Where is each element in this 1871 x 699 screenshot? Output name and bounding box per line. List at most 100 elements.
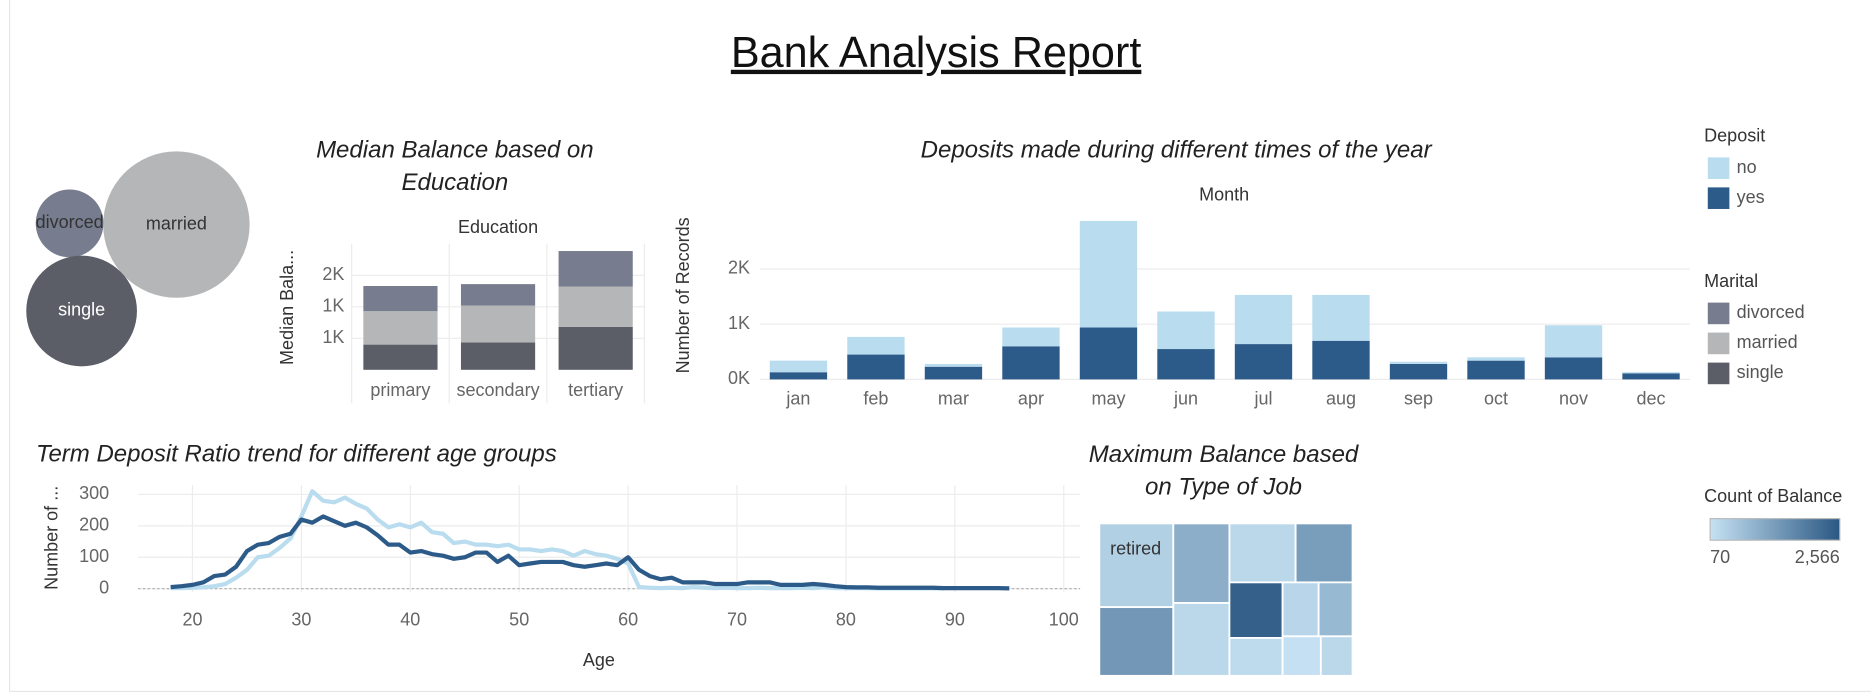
bar-segment: [1157, 349, 1215, 380]
treemap-cell: [1281, 635, 1322, 677]
bar-segment: [1312, 294, 1370, 341]
column-header: Education: [458, 217, 538, 237]
legend-swatch: [1707, 157, 1730, 179]
bar-segment: [1467, 357, 1525, 361]
bar-segment: [847, 354, 905, 380]
x-tick-label: 90: [945, 609, 965, 629]
bar-segment: [460, 284, 536, 306]
treemap-cell: [1281, 581, 1320, 638]
color-scale-label: 70: [1710, 547, 1730, 567]
bar-segment: [1389, 361, 1448, 364]
bar-segment: [1002, 327, 1060, 347]
bar-segment: [1079, 327, 1138, 380]
bar-segment: [1234, 344, 1293, 380]
legend-title: Deposit: [1704, 126, 1765, 146]
x-tick-label: 30: [291, 609, 311, 629]
bar-segment: [1234, 294, 1293, 345]
y-tick-label: 2K: [728, 258, 750, 278]
x-tick-label: 80: [836, 609, 856, 629]
x-tick-label: aug: [1326, 389, 1356, 409]
x-tick-label: nov: [1559, 389, 1588, 409]
x-tick-label: 20: [182, 609, 202, 629]
bar-segment: [558, 286, 633, 327]
y-tick-label: 1K: [728, 313, 750, 333]
treemap-cell: [1317, 581, 1354, 638]
y-tick-label: 1K: [322, 327, 344, 347]
color-scale: [1709, 518, 1841, 541]
x-tick-label: 40: [400, 609, 420, 629]
x-tick-label: apr: [1018, 389, 1044, 409]
bar-segment: [1312, 340, 1370, 380]
treemap-cell: [1098, 606, 1175, 677]
x-tick-label: secondary: [457, 380, 540, 400]
bar-segment: [847, 336, 905, 355]
bar-segment: [460, 342, 536, 370]
y-tick-label: 100: [79, 546, 109, 566]
bubble-label: single: [58, 300, 105, 320]
bar-segment: [1467, 360, 1525, 380]
cell-label: retired: [1110, 539, 1161, 559]
bubble-label: divorced: [36, 212, 104, 232]
treemap-cell: [1319, 635, 1354, 677]
bubble: [26, 255, 137, 367]
series-line: [170, 514, 1010, 591]
x-axis-label: Age: [583, 650, 615, 670]
dashboard-title: Bank Analysis Report: [731, 29, 1142, 77]
x-tick-label: 100: [1049, 609, 1079, 629]
treemap-cell: [1228, 581, 1284, 639]
treemap-cell: [1294, 522, 1354, 584]
y-axis-label: Number of Records: [673, 217, 693, 373]
bar-segment: [1157, 311, 1215, 350]
bar-segment: [1389, 363, 1448, 380]
chart-title: Median Balance based on Education: [316, 136, 594, 196]
bar-segment: [769, 372, 828, 380]
x-tick-label: oct: [1484, 389, 1508, 409]
bar-segment: [924, 363, 983, 367]
bar-segment: [460, 305, 536, 343]
y-tick-label: 300: [79, 483, 109, 503]
chart-title: Term Deposit Ratio trend for different a…: [36, 440, 557, 467]
color-scale-label: 2,566: [1795, 547, 1840, 567]
chart-title-box: Median Balance based on Education: [316, 136, 594, 196]
y-tick-label: 0K: [728, 368, 750, 388]
treemap-cell: [1228, 522, 1297, 584]
y-tick-label: 2K: [322, 264, 344, 284]
x-tick-label: jun: [1173, 389, 1198, 409]
x-tick-label: 50: [509, 609, 529, 629]
x-tick-label: sep: [1404, 389, 1433, 409]
legend-swatch: [1707, 187, 1730, 209]
x-tick-label: dec: [1637, 389, 1666, 409]
bubble-label: married: [146, 213, 207, 233]
bar-segment: [924, 366, 983, 380]
y-tick-label: 0: [99, 577, 109, 597]
x-tick-label: tertiary: [568, 380, 623, 400]
y-tick-label: 1K: [322, 296, 344, 316]
x-tick-label: mar: [938, 389, 969, 409]
legend-swatch: [1707, 302, 1730, 325]
x-tick-label: primary: [370, 380, 430, 400]
legend-label: married: [1737, 332, 1798, 352]
bar-segment: [1622, 373, 1680, 380]
bar-segment: [363, 286, 438, 312]
x-tick-label: feb: [863, 389, 888, 409]
column-header: Month: [1199, 185, 1249, 205]
bar-segment: [1544, 357, 1603, 380]
chart-title-box: Maximum Balance based on Type of Job: [1088, 441, 1359, 501]
y-axis-label: Number of ...: [42, 486, 62, 590]
legend-label: no: [1737, 157, 1757, 177]
x-tick-label: 60: [618, 609, 638, 629]
chart-title: Maximum Balance based on Type of Job: [1088, 441, 1359, 501]
x-tick-label: jul: [1253, 389, 1272, 409]
bubble: [35, 189, 104, 258]
legend-label: yes: [1737, 187, 1765, 207]
chart-title: Deposits made during different times of …: [921, 137, 1433, 164]
legend-label: divorced: [1737, 302, 1805, 322]
treemap-cell: [1098, 522, 1175, 609]
treemap-cell: [1228, 637, 1284, 677]
bar-segment: [1079, 220, 1138, 328]
bar-segment: [769, 360, 828, 373]
bar-segment: [1622, 372, 1680, 374]
bar-segment: [558, 251, 633, 287]
legend-title: Count of Balance: [1704, 486, 1842, 506]
